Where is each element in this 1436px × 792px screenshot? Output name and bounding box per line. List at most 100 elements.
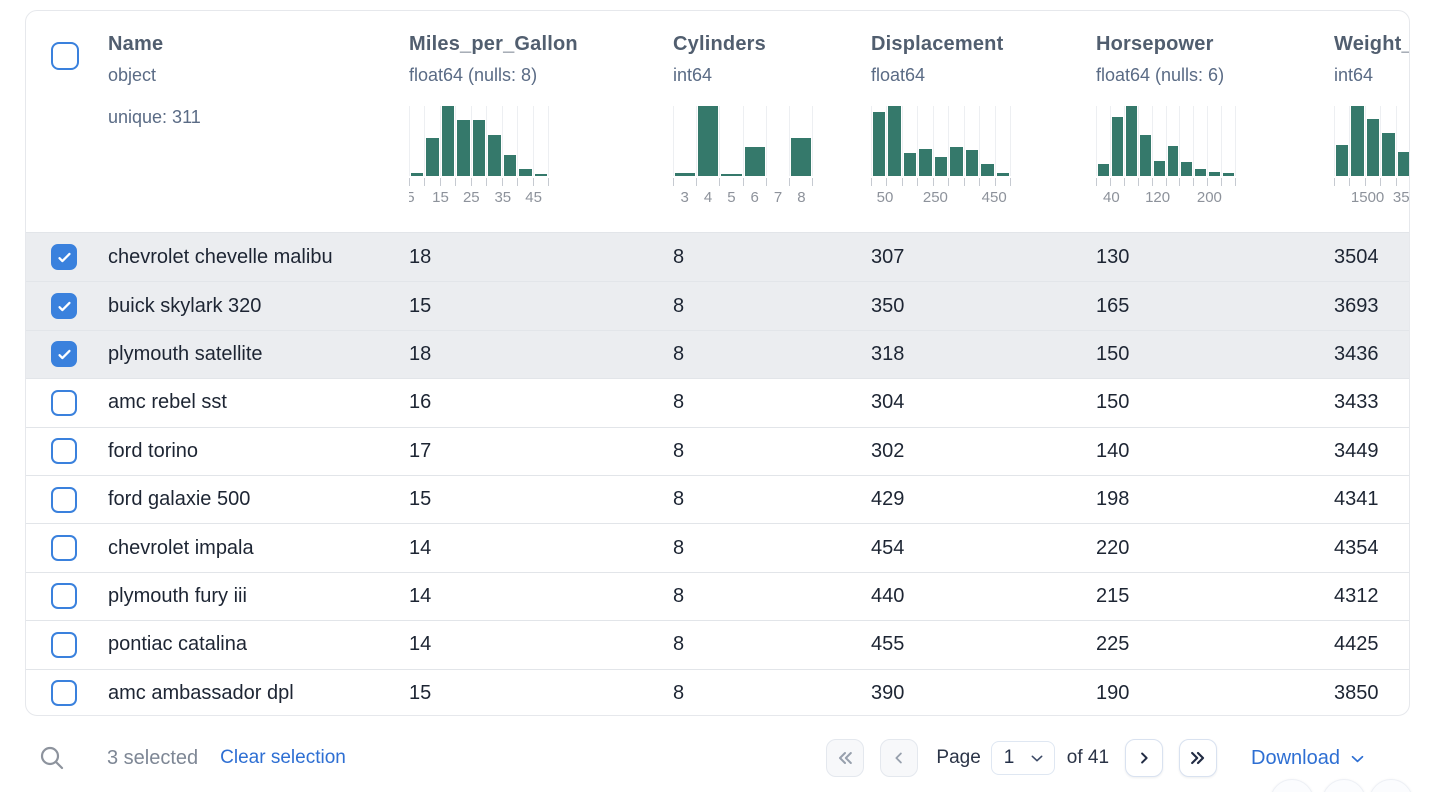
axis-tick xyxy=(486,178,501,186)
histogram-bar xyxy=(1153,160,1165,176)
table-body: chevrolet chevelle malibu 18 8 307 130 3504 bu… xyxy=(26,233,1409,715)
pagination: Page 1 of 41 xyxy=(826,739,1218,777)
histogram-slot xyxy=(901,106,917,176)
table-row[interactable]: amc ambassador dpl 15 8 390 190 3850 xyxy=(26,668,1409,715)
row-checkbox-cell xyxy=(26,341,108,368)
axis-tick-label: 45 xyxy=(525,189,542,206)
histogram-bar xyxy=(534,173,547,176)
cell-cylinders: 8 xyxy=(673,342,685,365)
histogram-bar xyxy=(965,150,979,176)
first-page-button[interactable] xyxy=(826,739,865,777)
prev-page-button[interactable] xyxy=(880,739,919,777)
row-checkbox[interactable] xyxy=(51,293,77,320)
search-icon[interactable] xyxy=(39,745,65,771)
row-checkbox[interactable] xyxy=(51,535,77,562)
next-page-button[interactable] xyxy=(1125,739,1164,777)
histogram-bar xyxy=(698,106,719,176)
clear-selection-link[interactable]: Clear selection xyxy=(220,747,346,768)
axis-tick-label: 200 xyxy=(1196,189,1222,206)
table-row[interactable]: chevrolet impala 14 8 454 220 4354 xyxy=(26,523,1409,571)
cell-horsepower: 225 xyxy=(1096,633,1130,656)
histogram-slot xyxy=(1109,106,1124,176)
histogram-slot xyxy=(1096,106,1110,176)
table-row[interactable]: plymouth fury iii 14 8 440 215 4312 xyxy=(26,571,1409,620)
axis-tick-label: 450 xyxy=(981,189,1007,206)
row-checkbox[interactable] xyxy=(51,389,77,416)
histogram-bar xyxy=(934,157,948,176)
histogram-slot xyxy=(765,106,789,176)
row-checkbox[interactable] xyxy=(51,631,77,658)
histogram-bar xyxy=(996,173,1009,176)
histogram-bar xyxy=(873,111,886,176)
table-row[interactable]: ford torino 17 8 302 140 3449 xyxy=(26,426,1409,475)
column-dtype: int64 xyxy=(1334,65,1374,85)
column-header-weight[interactable]: Weight_in_lbs int64 1500 3500 xyxy=(1334,33,1409,232)
table-row[interactable]: pontiac catalina 14 8 455 225 4425 xyxy=(26,620,1409,668)
row-checkbox-cell xyxy=(26,389,108,416)
axis-tick xyxy=(1123,178,1138,186)
cell-weight: 3850 xyxy=(1334,681,1379,704)
table-footer: 3 selected Clear selection Page 1 of 41 xyxy=(25,731,1410,785)
histogram-slot xyxy=(409,106,424,176)
histogram-bar xyxy=(1181,162,1193,176)
histogram-axis-ticks xyxy=(871,178,1011,186)
table-row[interactable]: chevrolet chevelle malibu 18 8 307 130 3504 xyxy=(26,233,1409,282)
histogram-bar xyxy=(1382,132,1395,176)
row-checkbox[interactable] xyxy=(51,341,77,368)
chevron-down-icon xyxy=(1351,755,1364,762)
last-page-button[interactable] xyxy=(1179,739,1218,777)
row-checkbox[interactable] xyxy=(51,680,77,707)
total-pages-label: of 41 xyxy=(1066,747,1110,768)
histogram-bar xyxy=(1098,164,1109,176)
checkmark-icon xyxy=(57,349,71,360)
cell-name: chevrolet chevelle malibu xyxy=(108,245,333,268)
cell-displacement: 455 xyxy=(871,633,905,656)
double-chevron-right-icon xyxy=(1191,751,1205,765)
column-header-horsepower[interactable]: Horsepower float64 (nulls: 6) 40 120 200 xyxy=(1096,33,1334,232)
column-title: Name xyxy=(108,33,164,55)
table-row[interactable]: ford galaxie 500 15 8 429 198 4341 xyxy=(26,474,1409,523)
histogram-axis-labels: 40 120 200 xyxy=(1096,189,1236,209)
row-checkbox[interactable] xyxy=(51,244,77,271)
axis-tick-label: 120 xyxy=(1145,189,1171,206)
row-checkbox[interactable] xyxy=(51,583,77,610)
table-row[interactable]: plymouth satellite 18 8 318 150 3436 xyxy=(26,329,1409,379)
histogram-slot xyxy=(501,106,517,176)
axis-tick xyxy=(455,178,470,186)
cell-displacement: 304 xyxy=(871,391,905,414)
axis-tick xyxy=(470,178,486,186)
select-all-checkbox[interactable] xyxy=(51,42,79,70)
cell-displacement: 307 xyxy=(871,245,905,268)
chevron-left-icon xyxy=(895,752,903,764)
histogram-slot xyxy=(1123,106,1138,176)
download-button[interactable]: Download xyxy=(1251,747,1366,770)
column-header-miles-per-gallon[interactable]: Miles_per_Gallon float64 (nulls: 8) 5 15 2… xyxy=(409,33,673,232)
table-row[interactable]: amc rebel sst 16 8 304 150 3433 xyxy=(26,378,1409,426)
histogram-bar xyxy=(1111,116,1123,176)
table-row[interactable]: buick skylark 320 15 8 350 165 3693 xyxy=(26,281,1409,330)
histogram-bar xyxy=(1139,135,1151,176)
axis-tick-label: 3 xyxy=(680,189,689,206)
cell-name: ford galaxie 500 xyxy=(108,488,251,511)
histogram-slot xyxy=(673,106,696,176)
cell-displacement: 302 xyxy=(871,439,905,462)
row-checkbox-cell xyxy=(26,583,108,610)
page-number-select[interactable]: 1 xyxy=(990,741,1055,775)
axis-tick xyxy=(719,178,742,186)
column-header-name[interactable]: Name object unique: 311 xyxy=(108,33,409,232)
axis-tick xyxy=(409,178,424,186)
row-checkbox[interactable] xyxy=(51,486,77,513)
axis-tick xyxy=(501,178,517,186)
axis-tick-label: 5 xyxy=(409,189,415,206)
histogram-slot xyxy=(1221,106,1237,176)
histogram-bar xyxy=(457,120,470,176)
cell-name: plymouth fury iii xyxy=(108,584,247,607)
axis-tick xyxy=(742,178,766,186)
cell-name: chevrolet impala xyxy=(108,536,254,559)
column-header-displacement[interactable]: Displacement float64 50 250 450 xyxy=(871,33,1096,232)
row-checkbox[interactable] xyxy=(51,438,77,465)
histogram-slot xyxy=(719,106,742,176)
axis-tick xyxy=(1364,178,1380,186)
histogram-axis-labels: 5 15 25 35 45 xyxy=(409,189,549,209)
